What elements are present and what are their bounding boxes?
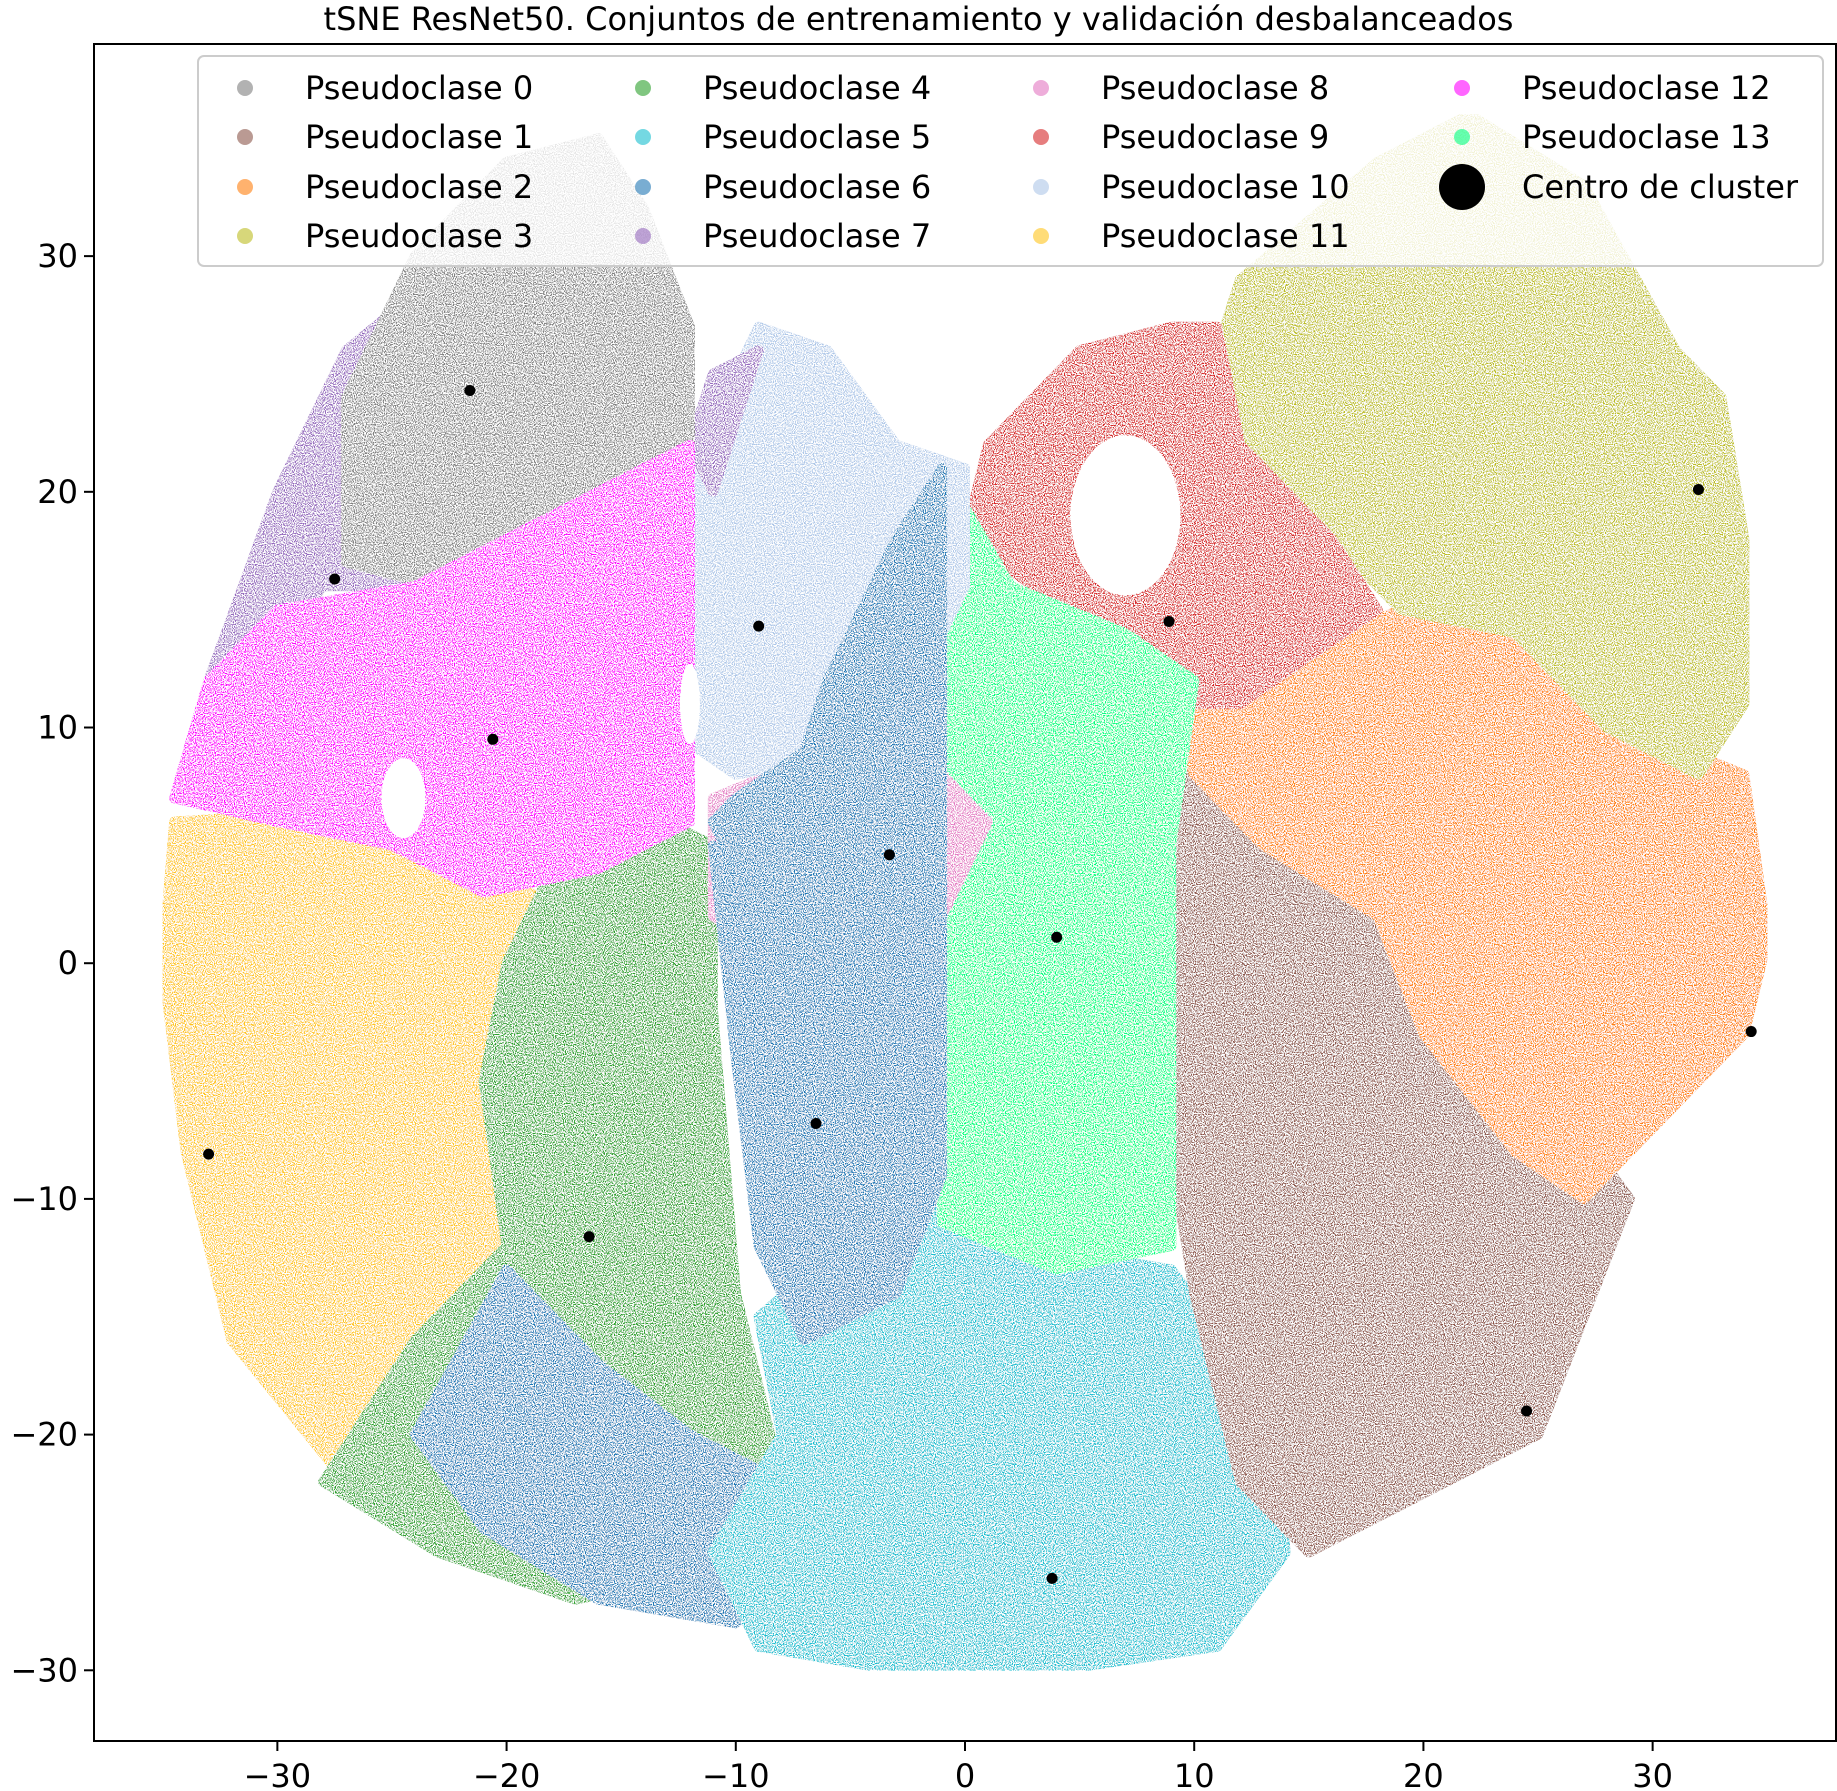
cluster-region-6 bbox=[707, 840, 948, 1346]
y-tick-label: 30 bbox=[37, 237, 78, 275]
legend-marker bbox=[1454, 129, 1470, 145]
cluster-region-7 bbox=[684, 345, 764, 497]
legend-marker bbox=[1454, 80, 1470, 96]
x-tick-label: 20 bbox=[1403, 1757, 1444, 1791]
legend-label: Pseudoclase 0 bbox=[305, 69, 533, 107]
y-tick-label: −20 bbox=[10, 1416, 78, 1454]
y-tick-label: −10 bbox=[10, 1180, 78, 1218]
y-axis: −30 −20 −10 0 10 20 30 bbox=[10, 237, 94, 1689]
cluster-centers bbox=[203, 384, 1757, 1584]
legend-label: Pseudoclase 6 bbox=[703, 168, 931, 206]
legend-label: Pseudoclase 2 bbox=[305, 168, 533, 206]
x-tick-label: 10 bbox=[1174, 1757, 1215, 1791]
cluster-center-12 bbox=[487, 733, 499, 745]
legend-marker bbox=[635, 129, 651, 145]
legend-marker bbox=[1033, 80, 1049, 96]
legend-label: Pseudoclase 7 bbox=[703, 217, 931, 255]
cluster-center-9 bbox=[1163, 615, 1175, 627]
chart-title: tSNE ResNet50. Conjuntos de entrenamient… bbox=[323, 0, 1514, 38]
legend-marker bbox=[635, 179, 651, 195]
legend-label: Pseudoclase 13 bbox=[1522, 118, 1771, 156]
cluster-center-6 bbox=[810, 1117, 822, 1129]
legend: Pseudoclase 0 Pseudoclase 1 Pseudoclase 2 P… bbox=[197, 55, 1824, 267]
cluster-center-8 bbox=[883, 849, 895, 861]
legend-marker bbox=[237, 129, 253, 145]
legend-label: Pseudoclase 10 bbox=[1101, 168, 1350, 206]
cluster-center-11 bbox=[203, 1148, 215, 1160]
legend-label: Centro de cluster bbox=[1522, 168, 1799, 206]
cluster-center-5 bbox=[1046, 1572, 1058, 1584]
y-tick-label: 20 bbox=[37, 473, 78, 511]
legend-marker bbox=[1033, 228, 1049, 244]
legend-marker bbox=[237, 80, 253, 96]
cluster-center-7 bbox=[329, 573, 341, 585]
cluster-center-3 bbox=[1692, 483, 1704, 495]
legend-marker bbox=[237, 228, 253, 244]
legend-label: Pseudoclase 5 bbox=[703, 118, 931, 156]
legend-marker bbox=[1033, 129, 1049, 145]
legend-marker bbox=[635, 228, 651, 244]
cluster-center-1 bbox=[1521, 1405, 1533, 1417]
cluster-center-13 bbox=[1051, 931, 1063, 943]
legend-marker bbox=[635, 80, 651, 96]
legend-label: Pseudoclase 4 bbox=[703, 69, 931, 107]
cluster-center-4 bbox=[583, 1231, 595, 1243]
legend-label: Pseudoclase 8 bbox=[1101, 69, 1329, 107]
cluster-gap-0 bbox=[381, 758, 426, 839]
y-tick-label: 0 bbox=[58, 944, 78, 982]
legend-label: Pseudoclase 3 bbox=[305, 217, 533, 255]
y-tick-label: −30 bbox=[10, 1651, 78, 1689]
legend-marker bbox=[1033, 179, 1049, 195]
cluster-gap-1 bbox=[1070, 435, 1181, 596]
cluster-regions bbox=[157, 109, 1773, 1676]
x-tick-label: −20 bbox=[473, 1757, 541, 1791]
legend-marker bbox=[1439, 164, 1485, 210]
x-axis: −30 −20 −10 0 10 20 30 bbox=[244, 1741, 1673, 1791]
cluster-center-2 bbox=[1745, 1026, 1757, 1038]
legend-label: Pseudoclase 12 bbox=[1522, 69, 1771, 107]
x-tick-label: −10 bbox=[702, 1757, 770, 1791]
y-tick-label: 10 bbox=[37, 709, 78, 747]
legend-marker bbox=[237, 179, 253, 195]
x-tick-label: −30 bbox=[244, 1757, 312, 1791]
cluster-center-0 bbox=[464, 384, 476, 396]
x-tick-label: 0 bbox=[955, 1757, 975, 1791]
legend-label: Pseudoclase 11 bbox=[1101, 217, 1350, 255]
cluster-region-12 bbox=[169, 439, 695, 898]
legend-label: Pseudoclase 9 bbox=[1101, 118, 1329, 156]
cluster-center-10 bbox=[753, 620, 765, 632]
legend-box bbox=[197, 55, 1824, 267]
cluster-gap-2 bbox=[679, 663, 700, 744]
legend-label: Pseudoclase 1 bbox=[305, 118, 533, 156]
cluster-gaps bbox=[381, 435, 1181, 839]
x-tick-label: 30 bbox=[1632, 1757, 1673, 1791]
